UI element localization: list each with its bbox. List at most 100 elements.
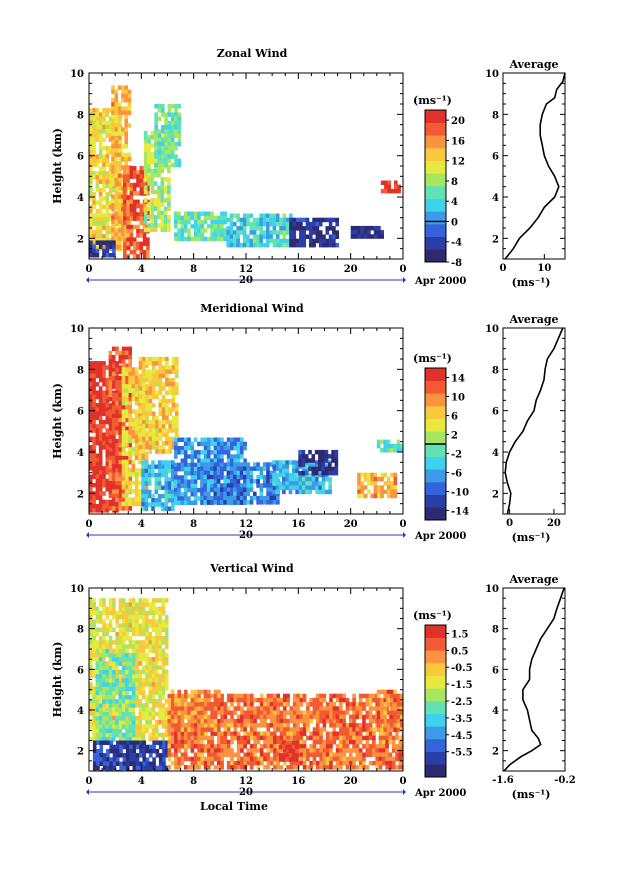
meridional-average-ytick: 10 bbox=[485, 324, 499, 335]
meridional-xtick-label: 0 bbox=[400, 519, 407, 530]
zonal-region-8 bbox=[350, 225, 384, 239]
zonal-date-month: Apr 2000 bbox=[414, 276, 466, 287]
vertical-colorbar-tick: 0.5 bbox=[451, 646, 468, 657]
meridional-title: Meridional Wind bbox=[200, 302, 304, 315]
zonal-xtick-label: 12 bbox=[239, 264, 253, 275]
zonal-ytick-label: 6 bbox=[77, 152, 84, 163]
zonal-average-xtick: 0 bbox=[500, 263, 507, 274]
vertical-average-profile-line bbox=[503, 587, 565, 772]
zonal-ytick-label: 2 bbox=[77, 234, 84, 245]
zonal-average-xtick: 10 bbox=[537, 263, 551, 274]
vertical-average-xtick: -1.6 bbox=[492, 775, 514, 786]
meridional-average-ytick: 2 bbox=[492, 489, 499, 500]
zonal-average-ytick: 8 bbox=[492, 110, 499, 121]
meridional-average-panel: Average 2 4 6 8 10 0 20 (ms⁻¹) bbox=[485, 313, 566, 544]
meridional-date-month: Apr 2000 bbox=[414, 531, 466, 542]
zonal-colorbar-tick: 0 bbox=[451, 217, 458, 228]
zonal-average-panel: Average 2 4 6 8 10 0 10 (ms⁻¹) bbox=[485, 58, 566, 289]
meridional-date-arrow-left bbox=[86, 532, 89, 538]
vertical-date-arrow-right bbox=[403, 789, 406, 795]
zonal-xtick-label: 8 bbox=[190, 264, 197, 275]
vertical-xtick-label: 0 bbox=[400, 776, 407, 787]
meridional-ticks bbox=[88, 327, 404, 515]
vertical-average-ytick: 2 bbox=[492, 747, 499, 758]
zonal-title: Zonal Wind bbox=[217, 47, 288, 60]
meridional-region-4 bbox=[141, 460, 175, 511]
meridional-colorbar-tick: 10 bbox=[451, 393, 465, 404]
vertical-ticks bbox=[88, 587, 404, 772]
vertical-average-ytick: 4 bbox=[492, 706, 499, 717]
meridional-ytick-label: 10 bbox=[70, 324, 84, 335]
meridional-average-xtick: 0 bbox=[506, 518, 513, 529]
meridional-xtick-label: 8 bbox=[190, 519, 197, 530]
zonal-xtick-label: 20 bbox=[344, 264, 358, 275]
meridional-ytick-label: 6 bbox=[77, 407, 84, 418]
meridional-region-3 bbox=[138, 356, 179, 454]
vertical-date-day: 20 bbox=[239, 787, 253, 798]
zonal-region-7 bbox=[289, 217, 339, 248]
vertical-date-arrow-left bbox=[86, 789, 89, 795]
meridional-ytick-label: 4 bbox=[77, 448, 84, 459]
zonal-average-frame bbox=[502, 72, 566, 260]
vertical-date-month: Apr 2000 bbox=[414, 788, 466, 799]
meridional-average-xtick: 20 bbox=[547, 518, 561, 529]
meridional-region-6 bbox=[200, 462, 280, 505]
vertical-ytick-label: 6 bbox=[77, 665, 84, 676]
meridional-average-xlabel: (ms⁻¹) bbox=[512, 531, 551, 544]
vertical-panel: Vertical Wind 0 4 8 12 16 20 0 2 4 6 8 10 Height (km)… bbox=[51, 562, 576, 813]
zonal-ticks bbox=[88, 72, 404, 260]
zonal-colorbar-tick: 4 bbox=[451, 197, 458, 208]
vertical-region-4 bbox=[167, 689, 221, 732]
vertical-average-xlabel: (ms⁻¹) bbox=[512, 788, 551, 801]
vertical-ytick-label: 4 bbox=[77, 706, 84, 717]
vertical-colorbar-tick: 1.5 bbox=[451, 629, 468, 640]
vertical-region-5 bbox=[278, 740, 299, 762]
vertical-xtick-label: 4 bbox=[138, 776, 145, 787]
zonal-colorbar-unit: (ms⁻¹) bbox=[413, 94, 452, 107]
zonal-region-6 bbox=[226, 213, 293, 248]
meridional-xtick-label: 16 bbox=[291, 519, 305, 530]
meridional-date-day: 20 bbox=[239, 530, 253, 541]
vertical-average-title: Average bbox=[508, 573, 558, 586]
vertical-ytick-label: 10 bbox=[70, 584, 84, 595]
meridional-colorbar-tick: 14 bbox=[451, 374, 465, 385]
zonal-colorbar-tick: 20 bbox=[451, 116, 465, 127]
meridional-colorbar-tick: 6 bbox=[451, 412, 458, 423]
meridional-average-ytick: 8 bbox=[492, 365, 499, 376]
meridional-average-title: Average bbox=[508, 313, 558, 326]
zonal-region-1 bbox=[111, 85, 132, 250]
meridional-date-arrow-right bbox=[403, 532, 406, 538]
meridional-average-profile-line bbox=[504, 327, 564, 515]
vertical-colorbar-tick: -5.5 bbox=[451, 748, 473, 759]
meridional-colorbar-tick: 2 bbox=[451, 431, 458, 442]
vertical-average-ytick: 6 bbox=[492, 665, 499, 676]
zonal-colorbar-tick: -8 bbox=[451, 258, 462, 269]
vertical-colorbar-tick: -0.5 bbox=[451, 663, 473, 674]
meridional-colorbar bbox=[424, 367, 449, 521]
zonal-average-xlabel: (ms⁻¹) bbox=[512, 276, 551, 289]
zonal-average-ytick: 10 bbox=[485, 69, 499, 80]
vertical-xtick-label: 0 bbox=[86, 776, 93, 787]
zonal-xtick-label: 4 bbox=[138, 264, 145, 275]
meridional-region-8 bbox=[298, 449, 339, 476]
zonal-colorbar-tick: 8 bbox=[451, 177, 458, 188]
vertical-colorbar-tick: -1.5 bbox=[451, 680, 473, 691]
zonal-ytick-label: 4 bbox=[77, 193, 84, 204]
zonal-xtick-label: 0 bbox=[86, 264, 93, 275]
zonal-average-ytick: 4 bbox=[492, 193, 499, 204]
vertical-xtick-label: 16 bbox=[291, 776, 305, 787]
meridional-colorbar-tick: -10 bbox=[451, 488, 469, 499]
meridional-ytick-label: 2 bbox=[77, 489, 84, 500]
zonal-xtick-label: 0 bbox=[400, 264, 407, 275]
zonal-date-arrow-right bbox=[403, 277, 406, 283]
vertical-heatmap bbox=[89, 598, 403, 771]
vertical-ytick-label: 8 bbox=[77, 625, 84, 636]
meridional-colorbar-tick: -14 bbox=[451, 507, 469, 518]
zonal-average-title: Average bbox=[508, 58, 558, 71]
vertical-colorbar bbox=[424, 624, 449, 778]
meridional-heatmap bbox=[89, 346, 403, 513]
zonal-ylabel: Height (km) bbox=[51, 128, 64, 204]
meridional-region-10 bbox=[376, 439, 403, 453]
